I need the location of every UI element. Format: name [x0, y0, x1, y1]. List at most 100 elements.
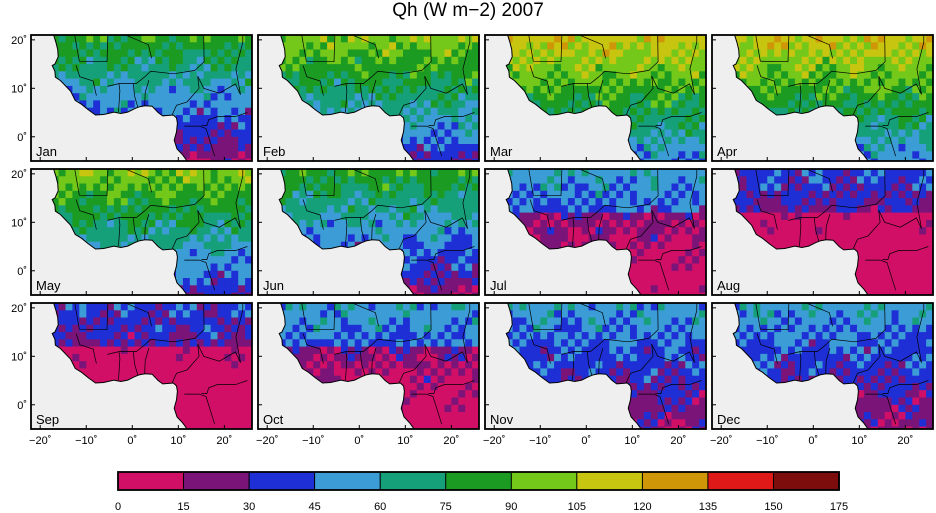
map-panel-may: May [30, 168, 253, 296]
country-border [235, 303, 244, 363]
country-border [345, 217, 348, 247]
colorbar-segment [379, 471, 447, 491]
country-border [865, 393, 897, 425]
panel-frame [711, 168, 934, 296]
country-border [421, 35, 432, 71]
country-border [144, 80, 150, 106]
country-border [875, 303, 886, 339]
country-border [586, 216, 593, 242]
country-border [878, 344, 922, 363]
country-border [74, 303, 109, 331]
country-border [572, 351, 575, 381]
colorbar-tick-label: 150 [764, 501, 782, 513]
country-border [398, 76, 427, 115]
y-tick-label: 20˚ [11, 35, 27, 47]
x-tick-label: 10˚ [624, 435, 640, 447]
x-tick-label: −10˚ [529, 435, 551, 447]
country-border [125, 303, 152, 327]
x-tick-label: 20˚ [670, 435, 686, 447]
colorbar-segment [117, 471, 185, 491]
country-border [648, 169, 659, 205]
country-border [75, 65, 97, 96]
colorbar-segment [248, 471, 316, 491]
country-border [655, 246, 702, 260]
colorbar-segment [510, 471, 578, 491]
country-border [411, 393, 443, 425]
country-border [882, 380, 929, 394]
country-border [875, 35, 886, 71]
country-border [651, 210, 695, 229]
colorbar-tick-label: 75 [440, 501, 452, 513]
coastline [712, 35, 933, 161]
x-tick-label: 0˚ [808, 435, 818, 447]
country-border [755, 303, 790, 331]
colorbar-tick-label: 30 [243, 501, 255, 513]
country-border [598, 348, 604, 374]
country-border [648, 303, 659, 339]
month-label: Feb [263, 144, 285, 159]
country-border [462, 35, 471, 95]
country-border [301, 35, 336, 63]
country-border [799, 351, 802, 381]
country-border [572, 83, 575, 113]
country-border [579, 35, 606, 59]
panel-frame [484, 168, 707, 296]
country-border [345, 351, 348, 381]
y-tick-label: 0˚ [17, 132, 27, 144]
country-border [462, 303, 471, 363]
country-border [529, 199, 551, 230]
country-border [625, 76, 654, 115]
country-border [799, 83, 802, 113]
coastline [712, 303, 933, 429]
country-border [852, 210, 881, 249]
coastline [31, 303, 252, 429]
country-border [882, 246, 929, 260]
x-tick-label: −20˚ [710, 435, 732, 447]
map-panel-jun: Jun [257, 168, 480, 296]
x-tick-label: 20˚ [216, 435, 232, 447]
colorbar-tick-label: 15 [177, 501, 189, 513]
country-border [799, 217, 802, 247]
month-label: Jun [263, 278, 284, 293]
country-border [132, 350, 139, 376]
country-border [579, 169, 606, 193]
panel-frame [711, 302, 934, 430]
country-border [184, 259, 216, 291]
country-border [352, 35, 379, 59]
country-border [421, 303, 432, 339]
colorbar-tick-label: 175 [830, 501, 848, 513]
country-border [806, 303, 833, 327]
country-border [144, 348, 150, 374]
country-border [598, 80, 604, 106]
panel-frame [30, 302, 253, 430]
map-panel-oct: Oct [257, 302, 480, 430]
country-border [528, 35, 563, 63]
country-border [561, 70, 649, 87]
country-border [235, 169, 244, 229]
chart-title: Qh (W m−2) 2007 [392, 0, 544, 21]
country-border [572, 217, 575, 247]
colorbar-segment [576, 471, 644, 491]
month-label: Jul [490, 278, 507, 293]
country-border [371, 214, 377, 240]
x-tick-label: 10˚ [851, 435, 867, 447]
country-border [201, 246, 248, 260]
country-border [598, 214, 604, 240]
country-border [916, 303, 925, 363]
coastline [258, 169, 479, 295]
country-border [125, 169, 152, 193]
country-border [561, 338, 649, 355]
country-border [398, 344, 427, 383]
country-border [352, 303, 379, 327]
map-panel-apr: Apr [711, 34, 934, 162]
colorbar-tick-label: 135 [699, 501, 717, 513]
country-border [756, 199, 778, 230]
country-border [424, 210, 468, 229]
x-tick-label: −10˚ [302, 435, 324, 447]
country-border [411, 125, 443, 157]
country-border [528, 169, 563, 197]
country-border [825, 348, 831, 374]
colorbar-tick-label: 0 [115, 501, 121, 513]
country-border [334, 204, 422, 221]
panel-frame [484, 302, 707, 430]
